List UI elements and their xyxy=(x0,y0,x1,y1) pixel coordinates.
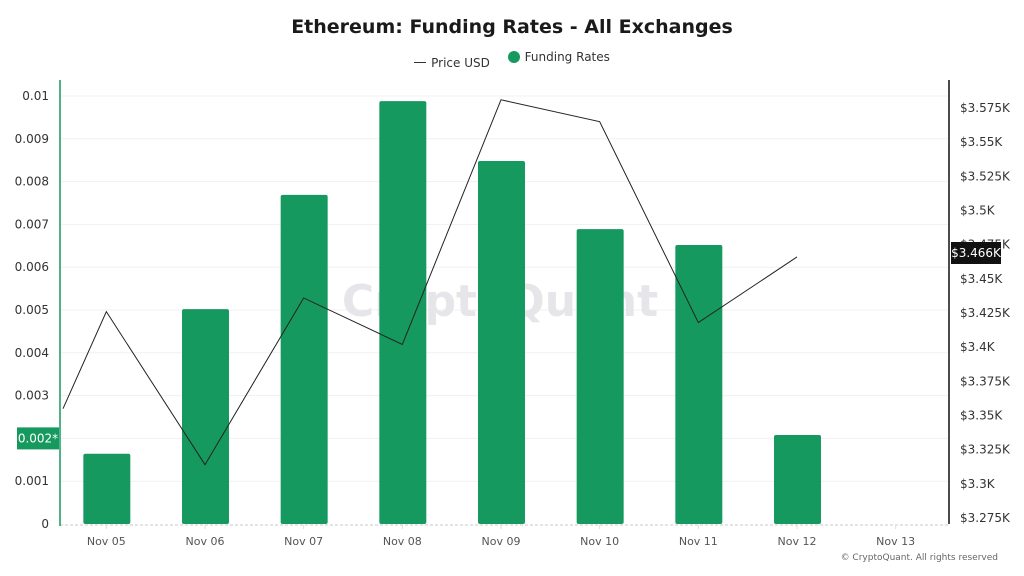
y-tick-label: 0.01 xyxy=(22,89,49,103)
funding-rate-bar[interactable] xyxy=(576,229,624,524)
funding-rate-bar[interactable] xyxy=(379,101,427,525)
x-tick-label: Nov 07 xyxy=(284,535,323,548)
x-tick-label: Nov 13 xyxy=(876,535,915,548)
legend-label-price: Price USD xyxy=(431,55,490,70)
legend-item-price[interactable]: Price USD xyxy=(414,56,490,70)
y2-tick-label: $3.45K xyxy=(960,272,1003,286)
y-tick-label: 0.005 xyxy=(15,303,49,317)
y-tick-label: 0 xyxy=(41,517,49,531)
price-line xyxy=(62,99,798,466)
x-tick-label: Nov 11 xyxy=(679,535,718,548)
y-tick-label: 0.009 xyxy=(15,132,49,146)
x-tick-label: Nov 09 xyxy=(482,535,521,548)
y-tick-label: 0.007 xyxy=(15,217,49,231)
y2-tick-label: $3.375K xyxy=(960,374,1011,388)
funding-rate-bar[interactable] xyxy=(182,309,229,524)
line-swatch-icon xyxy=(414,62,427,63)
y2-tick-label: $3.5K xyxy=(960,204,996,218)
x-tick-label: Nov 10 xyxy=(580,535,619,548)
y-tick-label: 0.003 xyxy=(15,389,49,403)
y2-tick-label: $3.525K xyxy=(960,169,1011,183)
x-tick-label: Nov 08 xyxy=(383,535,422,548)
x-tick-label: Nov 06 xyxy=(186,535,225,548)
legend-item-funding[interactable]: Funding Rates xyxy=(507,50,610,64)
current-price-badge xyxy=(951,242,1001,264)
funding-rate-bar[interactable] xyxy=(280,194,328,525)
legend-label-funding: Funding Rates xyxy=(524,50,610,64)
y-tick-label: 0.008 xyxy=(15,175,49,189)
funding-rate-bar[interactable] xyxy=(774,434,821,524)
y-tick-label: 0.006 xyxy=(15,260,49,274)
current-value-badge xyxy=(17,427,59,450)
y2-tick-label: $3.55K xyxy=(960,135,1003,149)
y2-tick-label: $3.325K xyxy=(960,443,1011,457)
y2-tick-label: $3.275K xyxy=(960,511,1011,525)
y-tick-label: 0.004 xyxy=(15,346,49,360)
y2-tick-label: $3.425K xyxy=(960,306,1011,320)
current-price-badge-text: $3.466K xyxy=(951,246,1002,260)
chart-legend: Price USD Funding Rates xyxy=(0,50,1024,70)
y-tick-label: 0.001 xyxy=(15,474,49,488)
funding-rate-bar[interactable] xyxy=(83,453,131,524)
y2-tick-label: $3.35K xyxy=(960,409,1003,423)
x-tick-label: Nov 05 xyxy=(87,535,126,548)
y2-tick-label: $3.3K xyxy=(960,477,996,491)
funding-rate-bar[interactable] xyxy=(478,161,525,524)
x-tick-label: Nov 12 xyxy=(778,535,817,548)
copyright-footer: © CryptoQuant. All rights reserved xyxy=(840,553,998,563)
funding-rate-bar[interactable] xyxy=(675,244,723,524)
y2-tick-label: $3.4K xyxy=(960,340,996,354)
chart-title: Ethereum: Funding Rates - All Exchanges xyxy=(291,16,733,38)
current-value-badge-text: 0.002* xyxy=(18,431,58,445)
circle-swatch-icon xyxy=(507,51,520,63)
y2-tick-label: $3.575K xyxy=(960,101,1011,115)
